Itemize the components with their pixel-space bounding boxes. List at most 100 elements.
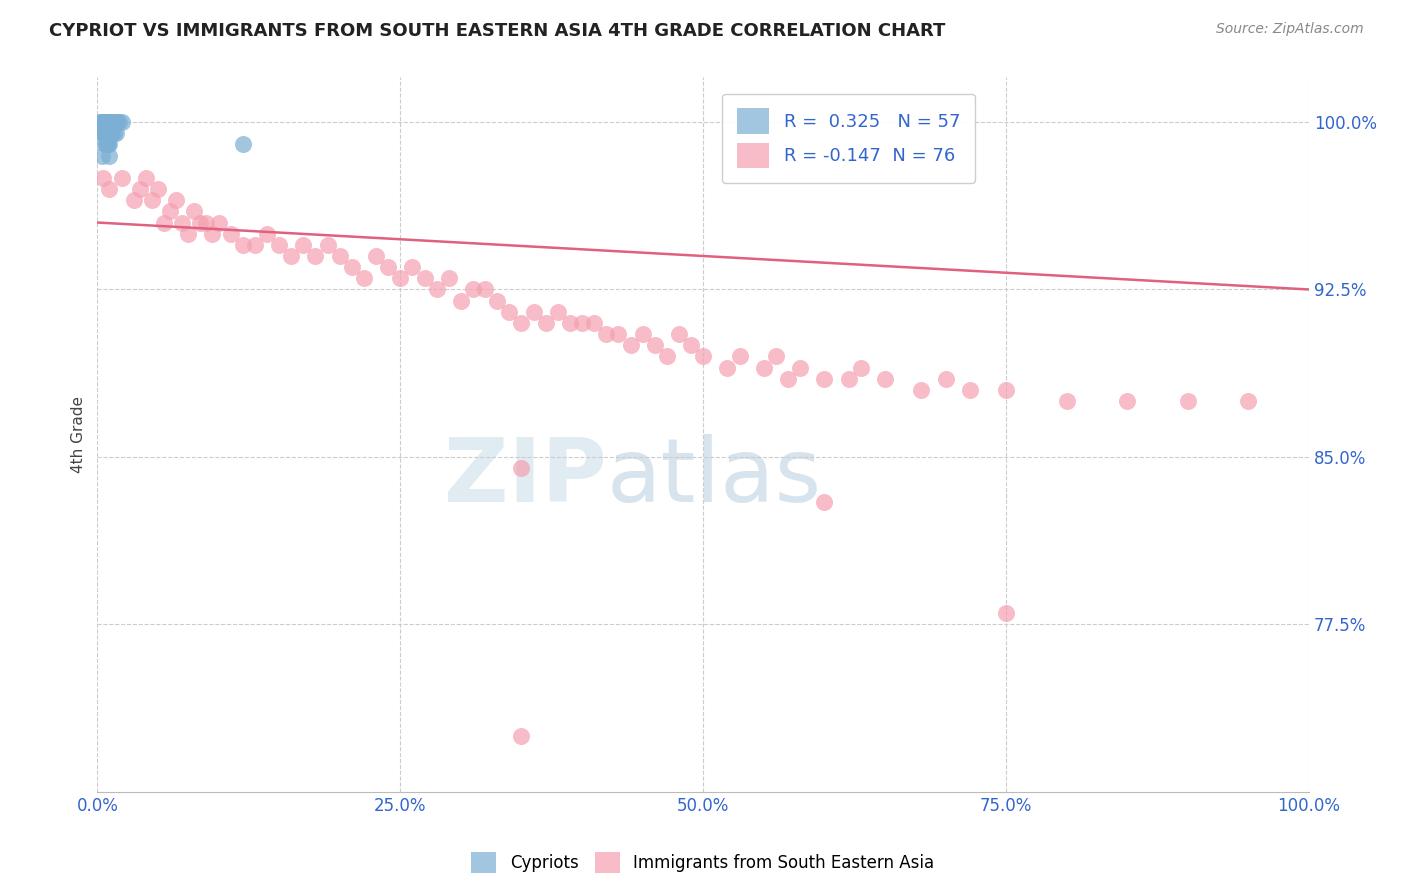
- Point: [96, 126, 118, 140]
- Point: [93, 115, 115, 129]
- Point: [377, 260, 399, 275]
- Point: [93, 115, 115, 129]
- Point: [389, 271, 412, 285]
- Point: [98, 115, 121, 129]
- Point: [94, 115, 117, 129]
- Point: [101, 115, 124, 129]
- Point: [93, 115, 115, 129]
- Point: [510, 461, 533, 475]
- Point: [110, 115, 132, 129]
- Point: [522, 305, 544, 319]
- Point: [96, 115, 118, 129]
- Point: [104, 115, 127, 129]
- Point: [498, 305, 520, 319]
- Point: [450, 293, 472, 308]
- Point: [728, 350, 751, 364]
- Point: [96, 137, 118, 152]
- Point: [91, 126, 114, 140]
- Point: [995, 606, 1018, 620]
- Point: [165, 193, 187, 207]
- Text: Source: ZipAtlas.com: Source: ZipAtlas.com: [1216, 22, 1364, 37]
- Point: [232, 237, 254, 252]
- Point: [90, 115, 112, 129]
- Point: [89, 115, 111, 129]
- Point: [413, 271, 436, 285]
- Y-axis label: 4th Grade: 4th Grade: [72, 396, 86, 473]
- Point: [93, 126, 115, 140]
- Point: [316, 237, 339, 252]
- Point: [94, 126, 117, 140]
- Point: [195, 215, 218, 229]
- Point: [105, 115, 128, 129]
- Point: [243, 237, 266, 252]
- Point: [97, 126, 120, 140]
- Point: [97, 126, 120, 140]
- Point: [437, 271, 460, 285]
- Point: [752, 360, 775, 375]
- Point: [103, 126, 125, 140]
- Point: [93, 115, 115, 129]
- Point: [789, 360, 811, 375]
- Point: [280, 249, 302, 263]
- Text: atlas: atlas: [606, 434, 821, 521]
- Point: [959, 383, 981, 397]
- Point: [98, 182, 121, 196]
- Point: [353, 271, 375, 285]
- Point: [104, 126, 127, 140]
- Point: [183, 204, 205, 219]
- Point: [910, 383, 932, 397]
- Point: [681, 338, 703, 352]
- Point: [474, 283, 496, 297]
- Point: [100, 126, 122, 140]
- Point: [873, 372, 896, 386]
- Point: [486, 293, 509, 308]
- Point: [93, 126, 115, 140]
- Point: [849, 360, 872, 375]
- Point: [93, 115, 115, 129]
- Point: [219, 227, 242, 241]
- Point: [232, 137, 254, 152]
- Point: [91, 115, 114, 129]
- Point: [776, 372, 799, 386]
- Point: [668, 327, 690, 342]
- Point: [108, 115, 131, 129]
- Point: [91, 115, 114, 129]
- Point: [631, 327, 654, 342]
- Text: CYPRIOT VS IMMIGRANTS FROM SOUTH EASTERN ASIA 4TH GRADE CORRELATION CHART: CYPRIOT VS IMMIGRANTS FROM SOUTH EASTERN…: [49, 22, 946, 40]
- Point: [1237, 394, 1260, 409]
- Point: [269, 237, 291, 252]
- Point: [122, 193, 145, 207]
- Point: [91, 148, 114, 162]
- Point: [100, 115, 122, 129]
- Point: [1177, 394, 1199, 409]
- Point: [110, 170, 132, 185]
- Point: [96, 126, 118, 140]
- Point: [207, 215, 229, 229]
- Point: [96, 115, 118, 129]
- Point: [510, 316, 533, 330]
- Point: [1116, 394, 1139, 409]
- Point: [547, 305, 569, 319]
- Point: [201, 227, 224, 241]
- Point: [128, 182, 150, 196]
- Point: [93, 115, 115, 129]
- Point: [93, 115, 115, 129]
- Point: [692, 350, 714, 364]
- Point: [153, 215, 176, 229]
- Point: [655, 350, 678, 364]
- Point: [101, 115, 124, 129]
- Point: [93, 115, 115, 129]
- Point: [135, 170, 157, 185]
- Point: [93, 137, 115, 152]
- Point: [619, 338, 641, 352]
- Point: [510, 729, 533, 743]
- Point: [583, 316, 606, 330]
- Point: [93, 115, 115, 129]
- Point: [1056, 394, 1078, 409]
- Point: [364, 249, 387, 263]
- Point: [98, 126, 121, 140]
- Point: [935, 372, 957, 386]
- Point: [101, 126, 124, 140]
- Point: [93, 126, 115, 140]
- Point: [534, 316, 557, 330]
